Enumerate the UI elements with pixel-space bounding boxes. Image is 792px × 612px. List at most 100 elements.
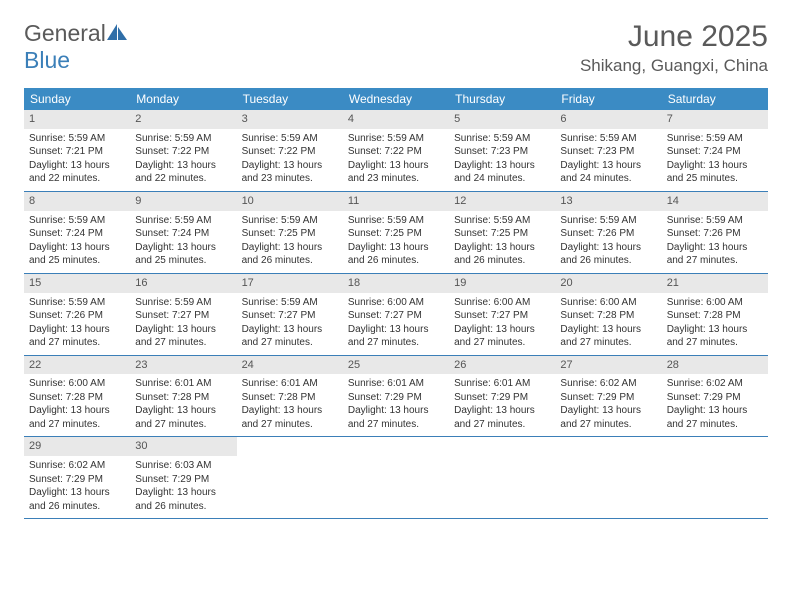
day-cell: 1Sunrise: 5:59 AMSunset: 7:21 PMDaylight…: [24, 110, 130, 191]
weekday-monday: Monday: [130, 88, 236, 110]
day-cell: 20Sunrise: 6:00 AMSunset: 7:28 PMDayligh…: [555, 274, 661, 355]
sunset-text: Sunset: 7:27 PM: [135, 309, 231, 323]
day-content: Sunrise: 5:59 AMSunset: 7:24 PMDaylight:…: [662, 129, 768, 191]
sunrise-text: Sunrise: 5:59 AM: [560, 132, 656, 146]
sunset-text: Sunset: 7:29 PM: [560, 391, 656, 405]
sunrise-text: Sunrise: 6:01 AM: [135, 377, 231, 391]
day-content: Sunrise: 5:59 AMSunset: 7:25 PMDaylight:…: [449, 211, 555, 273]
weekday-header-row: Sunday Monday Tuesday Wednesday Thursday…: [24, 88, 768, 110]
sunset-text: Sunset: 7:29 PM: [348, 391, 444, 405]
day-number: 24: [237, 356, 343, 375]
day-content: Sunrise: 6:01 AMSunset: 7:29 PMDaylight:…: [343, 374, 449, 436]
day-cell: 6Sunrise: 5:59 AMSunset: 7:23 PMDaylight…: [555, 110, 661, 191]
daylight-text: Daylight: 13 hours and 27 minutes.: [560, 323, 656, 350]
day-content: Sunrise: 5:59 AMSunset: 7:26 PMDaylight:…: [662, 211, 768, 273]
day-number: 15: [24, 274, 130, 293]
sunrise-text: Sunrise: 6:00 AM: [348, 296, 444, 310]
sunset-text: Sunset: 7:29 PM: [667, 391, 763, 405]
daylight-text: Daylight: 13 hours and 24 minutes.: [454, 159, 550, 186]
day-cell: [449, 437, 555, 518]
day-content: Sunrise: 5:59 AMSunset: 7:23 PMDaylight:…: [555, 129, 661, 191]
day-number: 25: [343, 356, 449, 375]
sunrise-text: Sunrise: 6:01 AM: [242, 377, 338, 391]
day-content: Sunrise: 5:59 AMSunset: 7:22 PMDaylight:…: [130, 129, 236, 191]
daylight-text: Daylight: 13 hours and 25 minutes.: [29, 241, 125, 268]
sunset-text: Sunset: 7:27 PM: [454, 309, 550, 323]
day-cell: 2Sunrise: 5:59 AMSunset: 7:22 PMDaylight…: [130, 110, 236, 191]
header: General Blue June 2025 Shikang, Guangxi,…: [24, 20, 768, 76]
weekday-sunday: Sunday: [24, 88, 130, 110]
sunrise-text: Sunrise: 6:02 AM: [667, 377, 763, 391]
day-number: 17: [237, 274, 343, 293]
day-cell: 11Sunrise: 5:59 AMSunset: 7:25 PMDayligh…: [343, 192, 449, 273]
sunrise-text: Sunrise: 6:01 AM: [348, 377, 444, 391]
day-cell: 29Sunrise: 6:02 AMSunset: 7:29 PMDayligh…: [24, 437, 130, 518]
daylight-text: Daylight: 13 hours and 27 minutes.: [135, 404, 231, 431]
sunset-text: Sunset: 7:22 PM: [348, 145, 444, 159]
day-cell: 16Sunrise: 5:59 AMSunset: 7:27 PMDayligh…: [130, 274, 236, 355]
day-content: Sunrise: 6:01 AMSunset: 7:29 PMDaylight:…: [449, 374, 555, 436]
sunset-text: Sunset: 7:25 PM: [454, 227, 550, 241]
sunset-text: Sunset: 7:26 PM: [667, 227, 763, 241]
day-cell: 23Sunrise: 6:01 AMSunset: 7:28 PMDayligh…: [130, 356, 236, 437]
sunrise-text: Sunrise: 6:03 AM: [135, 459, 231, 473]
sunset-text: Sunset: 7:28 PM: [242, 391, 338, 405]
day-number: 7: [662, 110, 768, 129]
day-content: Sunrise: 6:00 AMSunset: 7:27 PMDaylight:…: [343, 293, 449, 355]
day-cell: [237, 437, 343, 518]
daylight-text: Daylight: 13 hours and 27 minutes.: [560, 404, 656, 431]
sunset-text: Sunset: 7:25 PM: [242, 227, 338, 241]
day-number: 21: [662, 274, 768, 293]
day-number: 11: [343, 192, 449, 211]
day-content: Sunrise: 5:59 AMSunset: 7:27 PMDaylight:…: [130, 293, 236, 355]
day-number: 22: [24, 356, 130, 375]
sunset-text: Sunset: 7:27 PM: [242, 309, 338, 323]
weekday-thursday: Thursday: [449, 88, 555, 110]
page-container: General Blue June 2025 Shikang, Guangxi,…: [0, 0, 792, 539]
day-content: Sunrise: 6:02 AMSunset: 7:29 PMDaylight:…: [662, 374, 768, 436]
day-content: Sunrise: 5:59 AMSunset: 7:22 PMDaylight:…: [343, 129, 449, 191]
day-number: 10: [237, 192, 343, 211]
sunrise-text: Sunrise: 5:59 AM: [29, 296, 125, 310]
sunset-text: Sunset: 7:28 PM: [29, 391, 125, 405]
daylight-text: Daylight: 13 hours and 27 minutes.: [667, 323, 763, 350]
day-number: 19: [449, 274, 555, 293]
day-cell: 25Sunrise: 6:01 AMSunset: 7:29 PMDayligh…: [343, 356, 449, 437]
day-number: 29: [24, 437, 130, 456]
day-content: Sunrise: 6:00 AMSunset: 7:28 PMDaylight:…: [24, 374, 130, 436]
sunset-text: Sunset: 7:22 PM: [135, 145, 231, 159]
day-content: Sunrise: 6:00 AMSunset: 7:28 PMDaylight:…: [555, 293, 661, 355]
day-content: Sunrise: 6:02 AMSunset: 7:29 PMDaylight:…: [555, 374, 661, 436]
day-cell: 19Sunrise: 6:00 AMSunset: 7:27 PMDayligh…: [449, 274, 555, 355]
day-content: Sunrise: 6:00 AMSunset: 7:27 PMDaylight:…: [449, 293, 555, 355]
calendar-body: 1Sunrise: 5:59 AMSunset: 7:21 PMDaylight…: [24, 110, 768, 519]
day-content: Sunrise: 6:03 AMSunset: 7:29 PMDaylight:…: [130, 456, 236, 518]
day-cell: 17Sunrise: 5:59 AMSunset: 7:27 PMDayligh…: [237, 274, 343, 355]
sunrise-text: Sunrise: 5:59 AM: [29, 214, 125, 228]
day-content: Sunrise: 5:59 AMSunset: 7:23 PMDaylight:…: [449, 129, 555, 191]
day-cell: 22Sunrise: 6:00 AMSunset: 7:28 PMDayligh…: [24, 356, 130, 437]
day-number: 6: [555, 110, 661, 129]
day-cell: 21Sunrise: 6:00 AMSunset: 7:28 PMDayligh…: [662, 274, 768, 355]
sunset-text: Sunset: 7:29 PM: [135, 473, 231, 487]
week-row: 15Sunrise: 5:59 AMSunset: 7:26 PMDayligh…: [24, 274, 768, 356]
logo-text-blue: Blue: [24, 47, 70, 73]
daylight-text: Daylight: 13 hours and 24 minutes.: [560, 159, 656, 186]
day-content: Sunrise: 5:59 AMSunset: 7:24 PMDaylight:…: [24, 211, 130, 273]
sunset-text: Sunset: 7:24 PM: [135, 227, 231, 241]
sunset-text: Sunset: 7:27 PM: [348, 309, 444, 323]
sunrise-text: Sunrise: 6:02 AM: [560, 377, 656, 391]
day-number: 16: [130, 274, 236, 293]
sunrise-text: Sunrise: 5:59 AM: [135, 296, 231, 310]
week-row: 22Sunrise: 6:00 AMSunset: 7:28 PMDayligh…: [24, 356, 768, 438]
sunrise-text: Sunrise: 6:00 AM: [667, 296, 763, 310]
day-cell: 9Sunrise: 5:59 AMSunset: 7:24 PMDaylight…: [130, 192, 236, 273]
day-content: Sunrise: 5:59 AMSunset: 7:22 PMDaylight:…: [237, 129, 343, 191]
daylight-text: Daylight: 13 hours and 26 minutes.: [454, 241, 550, 268]
daylight-text: Daylight: 13 hours and 26 minutes.: [135, 486, 231, 513]
day-cell: 28Sunrise: 6:02 AMSunset: 7:29 PMDayligh…: [662, 356, 768, 437]
sunset-text: Sunset: 7:26 PM: [29, 309, 125, 323]
day-cell: 10Sunrise: 5:59 AMSunset: 7:25 PMDayligh…: [237, 192, 343, 273]
sunrise-text: Sunrise: 5:59 AM: [242, 132, 338, 146]
daylight-text: Daylight: 13 hours and 23 minutes.: [348, 159, 444, 186]
